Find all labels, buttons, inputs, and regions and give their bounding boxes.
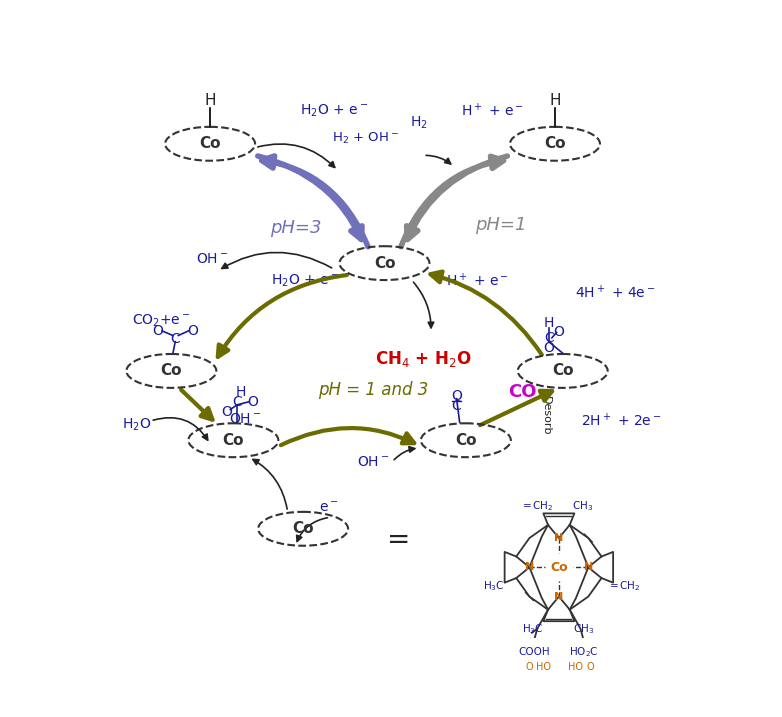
FancyArrowPatch shape xyxy=(426,156,450,164)
FancyArrowPatch shape xyxy=(480,391,552,425)
Text: O: O xyxy=(526,663,533,673)
Text: O: O xyxy=(554,326,565,339)
Text: H$_2$O + e$^-$: H$_2$O + e$^-$ xyxy=(271,272,339,289)
Text: O: O xyxy=(222,405,232,419)
Text: O: O xyxy=(247,395,258,409)
Text: H: H xyxy=(204,92,216,108)
Text: Co: Co xyxy=(544,136,565,151)
FancyArrowPatch shape xyxy=(430,272,542,355)
FancyArrowPatch shape xyxy=(401,156,504,247)
Text: H: H xyxy=(549,92,561,108)
FancyArrowPatch shape xyxy=(394,447,414,460)
Text: N: N xyxy=(525,562,534,572)
Text: Co: Co xyxy=(223,433,244,447)
Text: $=$CH$_2$: $=$CH$_2$ xyxy=(520,499,554,513)
Text: HO$_2$C: HO$_2$C xyxy=(569,645,598,659)
Text: H$_3$C: H$_3$C xyxy=(522,622,543,636)
Text: C: C xyxy=(170,331,180,346)
Text: O: O xyxy=(543,341,554,355)
Text: C: C xyxy=(232,395,242,409)
Text: CO: CO xyxy=(508,384,536,402)
FancyArrowPatch shape xyxy=(258,144,335,168)
Text: Co: Co xyxy=(550,561,568,574)
Text: H$^+$ + e$^-$: H$^+$ + e$^-$ xyxy=(446,272,509,290)
Text: Co: Co xyxy=(374,256,395,270)
Text: N: N xyxy=(583,562,593,572)
Text: HO: HO xyxy=(536,663,551,673)
FancyArrowPatch shape xyxy=(262,156,368,247)
Text: HO: HO xyxy=(569,663,583,673)
Text: O: O xyxy=(187,324,198,338)
Text: pH=1: pH=1 xyxy=(475,216,526,234)
Text: COOH: COOH xyxy=(518,647,550,657)
Text: O: O xyxy=(451,389,462,402)
FancyArrowPatch shape xyxy=(218,275,347,357)
Text: CH$_4$ + H$_2$O: CH$_4$ + H$_2$O xyxy=(375,349,472,369)
FancyArrowPatch shape xyxy=(407,156,508,239)
Text: O: O xyxy=(152,324,163,338)
Text: Co: Co xyxy=(552,364,573,379)
Text: CO$_2$+e$^-$: CO$_2$+e$^-$ xyxy=(132,313,191,329)
Text: H$_3$C: H$_3$C xyxy=(483,579,504,594)
Text: C: C xyxy=(452,399,461,414)
Text: C: C xyxy=(544,331,554,345)
Text: 2H$^+$ + 2e$^-$: 2H$^+$ + 2e$^-$ xyxy=(580,412,662,429)
Text: H$_2$O + e$^-$: H$_2$O + e$^-$ xyxy=(300,103,368,119)
Text: H$_2$ + OH$^-$: H$_2$ + OH$^-$ xyxy=(332,130,399,146)
Text: pH=3: pH=3 xyxy=(270,219,321,237)
FancyArrowPatch shape xyxy=(258,156,362,239)
Text: Co: Co xyxy=(455,433,476,447)
Text: Co: Co xyxy=(160,364,182,379)
FancyArrowPatch shape xyxy=(153,418,208,440)
Text: pH = 1 and 3: pH = 1 and 3 xyxy=(317,381,428,399)
FancyArrowPatch shape xyxy=(222,252,332,268)
FancyArrowPatch shape xyxy=(414,282,434,328)
Text: H: H xyxy=(543,316,554,331)
Text: CH$_3$: CH$_3$ xyxy=(572,499,593,513)
FancyArrowPatch shape xyxy=(253,460,287,509)
Text: OH$^-$: OH$^-$ xyxy=(229,412,261,427)
Text: Co: Co xyxy=(292,521,314,536)
Text: CH$_3$: CH$_3$ xyxy=(573,622,594,636)
Text: H$^+$ + e$^-$: H$^+$ + e$^-$ xyxy=(461,102,525,119)
Text: N: N xyxy=(554,533,564,543)
Text: $=$CH$_2$: $=$CH$_2$ xyxy=(607,579,640,594)
Text: Co: Co xyxy=(199,136,221,151)
Text: H$_2$O: H$_2$O xyxy=(122,417,151,433)
Text: N: N xyxy=(554,592,564,602)
Text: 4H$^+$ + 4e$^-$: 4H$^+$ + 4e$^-$ xyxy=(575,284,656,301)
Text: e$^-$: e$^-$ xyxy=(319,501,339,515)
Text: OH$^-$: OH$^-$ xyxy=(357,455,389,469)
Text: =: = xyxy=(387,526,410,554)
FancyArrowPatch shape xyxy=(296,518,328,541)
Text: O: O xyxy=(586,663,594,673)
FancyArrowPatch shape xyxy=(181,390,213,419)
Text: H$_2$: H$_2$ xyxy=(411,115,429,131)
Text: H: H xyxy=(236,386,246,399)
Text: Desorb: Desorb xyxy=(540,396,551,435)
FancyArrowPatch shape xyxy=(281,428,414,445)
Text: OH$^-$: OH$^-$ xyxy=(196,252,228,266)
